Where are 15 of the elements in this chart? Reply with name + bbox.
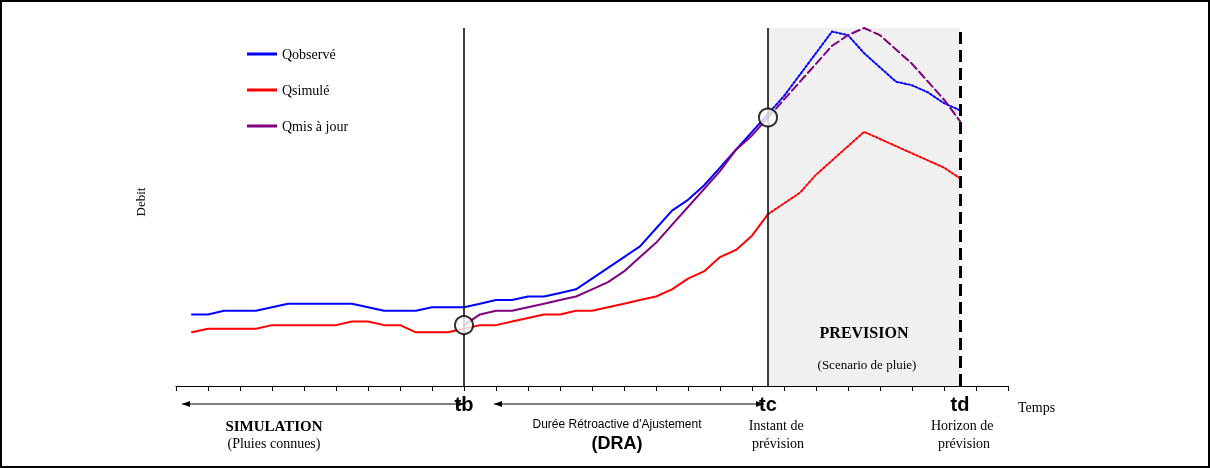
- text: Durée Rétroactive d'Ajustement: [532, 417, 703, 431]
- annotation: (Scenario de pluie): [817, 357, 917, 372]
- text: (DRA): [591, 433, 643, 453]
- text: Instant de prévision: [748, 417, 808, 451]
- legend-label: Qobservé: [282, 46, 336, 62]
- x-tick-label: tc: [759, 393, 777, 415]
- y-axis-title: Debit: [132, 187, 148, 217]
- legend-label: Qmis à jour: [282, 118, 349, 134]
- text: (Pluies connues): [227, 435, 321, 452]
- x-tick-label: td: [950, 393, 970, 415]
- x-axis-title: Temps: [1018, 399, 1056, 415]
- band-label: PREVISION: [819, 323, 909, 341]
- text: Horizon de prévision: [930, 417, 998, 451]
- text: SIMULATION: [225, 417, 323, 434]
- legend-label: Qsimulé: [282, 82, 330, 98]
